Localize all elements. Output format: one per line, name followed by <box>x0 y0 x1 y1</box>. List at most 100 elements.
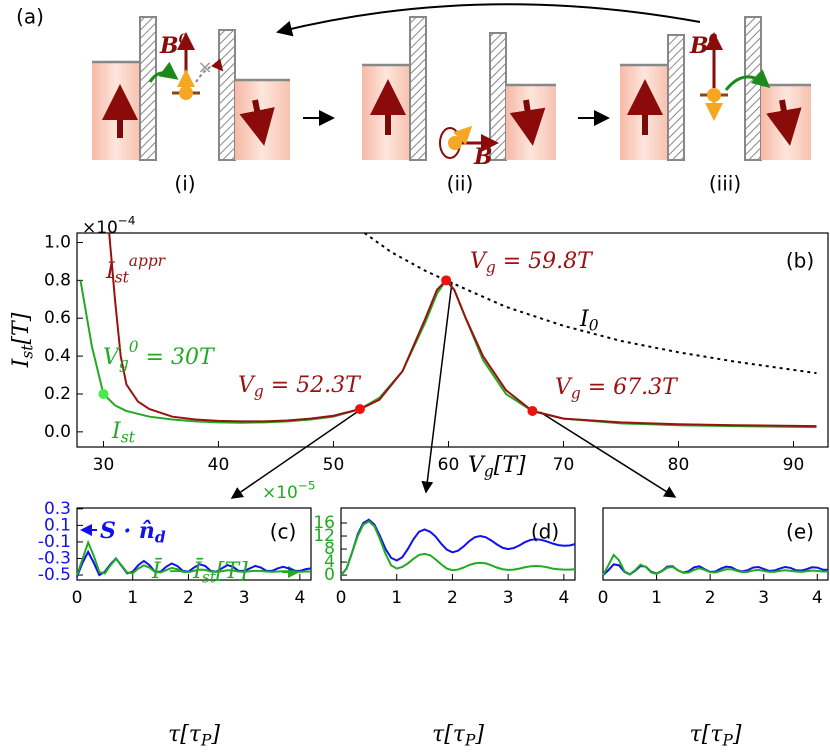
text-part: 0 <box>179 30 188 45</box>
x-axis-label: Vg[T] <box>468 453 526 481</box>
point-label: Vg = 67.3T <box>555 375 679 403</box>
text-part: P <box>721 732 733 750</box>
panel-label: (e) <box>786 520 814 544</box>
text-part: τ[τ <box>690 722 724 747</box>
x-tick-label: 3 <box>239 588 250 608</box>
text-part: S · n̂ <box>100 518 155 544</box>
text-part: [T] <box>216 559 248 584</box>
y-tick-label: 0.0 <box>44 422 71 442</box>
y-tick-label: 12 <box>313 526 335 546</box>
step-label: (iii) <box>709 172 741 196</box>
text-part: ] <box>474 722 484 747</box>
text-part: I <box>9 357 34 368</box>
x-tick-label: 4 <box>558 588 569 608</box>
text-part: 0 <box>709 30 718 45</box>
y-tick-label: 1.0 <box>44 232 71 252</box>
y-tick-label: 0.4 <box>44 346 71 366</box>
text-part: −5 <box>298 478 316 492</box>
panel-label: (d) <box>531 520 559 544</box>
text-part: Ī − Ī <box>151 558 203 584</box>
y-tick-label: 8 <box>324 539 335 559</box>
x-tick-label: 0 <box>72 588 83 608</box>
plot-frame <box>76 232 829 448</box>
y-tick-label: 0.8 <box>44 270 71 290</box>
text-part: ×10 <box>82 218 118 238</box>
text-part: d <box>155 529 166 547</box>
y-tick-label: -0.5 <box>38 565 71 585</box>
y-tick-label: 0.6 <box>44 308 71 328</box>
x-tick-label: 70 <box>553 455 575 475</box>
x-tick-label: 90 <box>783 455 805 475</box>
x-tick-label: 2 <box>447 588 458 608</box>
text-part: g <box>254 383 264 401</box>
text-part: [T] <box>9 312 34 344</box>
connectors <box>80 281 677 578</box>
text-part: τ[τ <box>432 722 466 747</box>
text-part: = 52.3T <box>264 373 362 398</box>
x-tick-label: 0 <box>598 588 609 608</box>
text-part: ×10 <box>262 483 298 503</box>
marker-point <box>98 388 109 399</box>
series-line <box>340 518 576 576</box>
point-label: Vg = 59.8T <box>470 249 594 277</box>
text-part: P <box>464 732 476 750</box>
x-tick-label: 4 <box>812 588 823 608</box>
step-label: (ii) <box>447 172 474 196</box>
axis-multiplier: ×10−5 <box>262 478 315 503</box>
text-part: st <box>115 269 130 287</box>
text-part: I <box>579 307 590 332</box>
x-tick-label: 1 <box>391 588 402 608</box>
panel-label: (a) <box>16 5 44 29</box>
series-line <box>363 232 817 375</box>
field-label: B0 <box>159 30 188 59</box>
axis-multiplier: ×10−4 <box>82 213 135 238</box>
text-part: V <box>103 345 121 370</box>
x-tick-label: 50 <box>323 455 345 475</box>
x-tick-label: 1 <box>651 588 662 608</box>
series-label: S · n̂d <box>100 518 166 547</box>
text-part: g <box>486 259 496 277</box>
text-part: V <box>238 373 256 398</box>
series-label: Ist <box>111 419 136 447</box>
text-part: P <box>200 732 212 750</box>
text-part: appr <box>129 252 167 270</box>
text-part: g <box>484 463 494 481</box>
x-tick-label: 4 <box>294 588 305 608</box>
text-part: = 67.3T <box>581 375 679 400</box>
series-line <box>340 520 576 576</box>
panel-label: (b) <box>786 249 814 273</box>
plot-frame <box>340 507 576 581</box>
y-tick-label: 0 <box>324 565 335 585</box>
x-tick-label: 40 <box>208 455 230 475</box>
text-part: ] <box>210 722 220 747</box>
field-label: B <box>473 144 493 170</box>
schematic: (a) × B0 (i) B (ii) <box>16 3 811 196</box>
text-part: V <box>555 375 573 400</box>
x-tick-label: 3 <box>758 588 769 608</box>
text-part: g <box>119 355 129 373</box>
y-tick-label: 4 <box>324 552 335 572</box>
text-part: g <box>571 385 581 403</box>
y-tick-label: 0.2 <box>44 384 71 404</box>
text-part: −4 <box>118 213 136 227</box>
plot-frame <box>602 507 829 581</box>
series-line <box>108 232 817 428</box>
x-axis-label: τ[τP] <box>168 722 220 750</box>
step-label: (i) <box>174 172 195 196</box>
point-label: Vg0 = 30T <box>103 338 216 373</box>
text-part: B <box>159 33 179 59</box>
text-part: I <box>105 259 116 284</box>
text-part: B <box>689 33 709 59</box>
text-part: st <box>19 344 37 359</box>
series-label: I0 <box>579 307 599 335</box>
y-tick-label: 16 <box>313 513 335 533</box>
y-tick-label: -0.1 <box>38 532 71 552</box>
x-tick-label: 80 <box>668 455 690 475</box>
x-tick-label: 2 <box>705 588 716 608</box>
series-label: Istappr <box>105 252 167 287</box>
y-tick-label: 0.3 <box>44 499 71 519</box>
x-tick-label: 3 <box>503 588 514 608</box>
text-part: I <box>111 419 122 444</box>
series-label: Ī − Īst[T] <box>151 558 248 587</box>
y-tick-label: 0.1 <box>44 515 71 535</box>
